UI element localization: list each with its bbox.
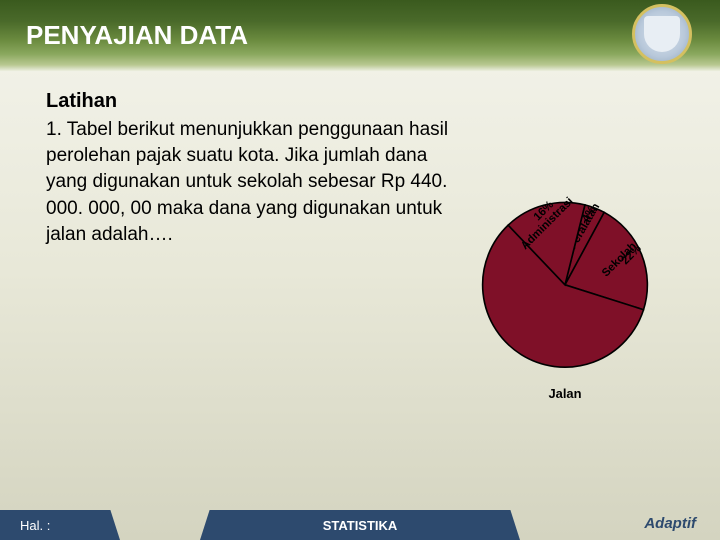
question-text: 1. Tabel berikut menunjukkan penggunaan … [46, 117, 466, 248]
slide: PENYAJIAN DATA Latihan 1. Tabel berikut … [0, 0, 720, 540]
footer-page-label: Hal. : [0, 510, 120, 540]
section-heading: Latihan [46, 90, 686, 113]
footer-subject: STATISTIKA [200, 510, 520, 540]
pie-chart-wrap: Peralatan4%Sekolah22%JalanAdministrasi16… [440, 200, 700, 460]
footer-brand: Adaptif [644, 515, 696, 532]
logo-badge [632, 4, 692, 64]
footer: Hal. : STATISTIKA Adaptif [0, 502, 720, 540]
page-title: PENYAJIAN DATA [26, 20, 248, 51]
pie-chart: Peralatan4%Sekolah22%JalanAdministrasi16… [460, 200, 670, 410]
header: PENYAJIAN DATA [0, 0, 720, 72]
logo-icon [644, 16, 680, 52]
pie-label-jalan: Jalan [548, 386, 581, 401]
